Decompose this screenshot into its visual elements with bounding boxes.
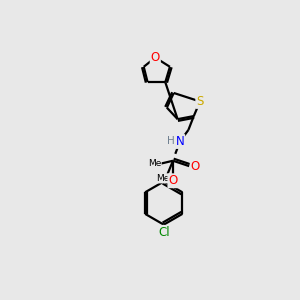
- Text: S: S: [196, 95, 204, 108]
- Text: O: O: [151, 51, 160, 64]
- Text: Me: Me: [148, 159, 161, 168]
- Text: H: H: [167, 136, 175, 146]
- Text: N: N: [176, 135, 184, 148]
- Text: O: O: [168, 174, 178, 187]
- Text: Me: Me: [156, 174, 170, 183]
- Text: Cl: Cl: [158, 226, 170, 239]
- Text: O: O: [191, 160, 200, 172]
